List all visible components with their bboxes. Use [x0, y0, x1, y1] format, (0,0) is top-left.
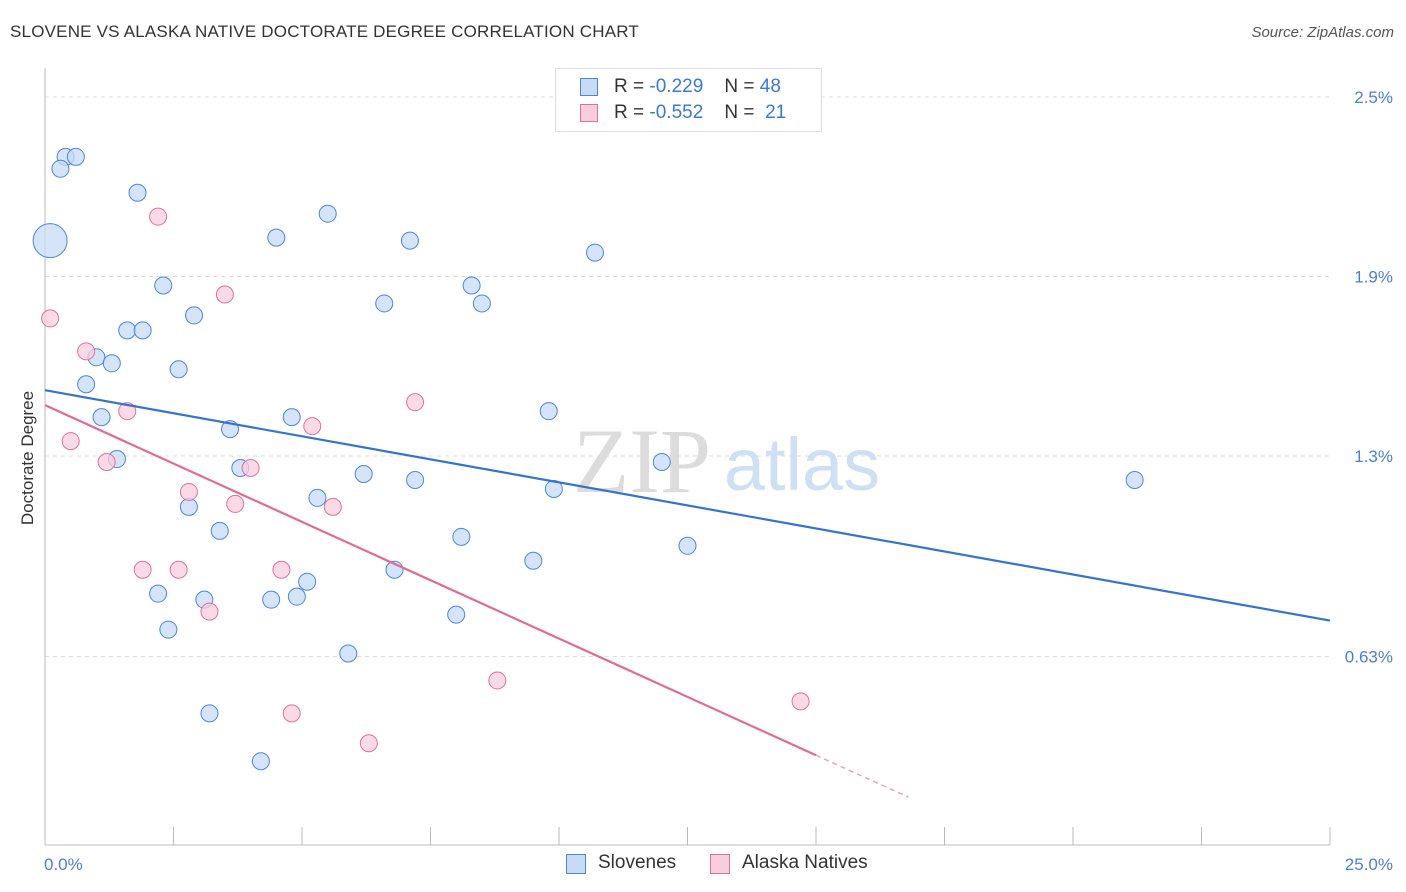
slovenes-point — [77, 375, 96, 394]
legend-r-value: -0.229 — [649, 76, 704, 97]
alaska-natives-point — [215, 285, 234, 304]
slovenes-point — [406, 470, 425, 489]
alaska-natives-trend-extension — [815, 754, 909, 798]
legend-n-value: 48 — [759, 76, 781, 97]
alaska-natives-point — [133, 560, 152, 579]
slovenes-point — [262, 590, 281, 609]
alaska-natives-point — [149, 207, 168, 226]
chart-title: SLOVENE VS ALASKA NATIVE DOCTORATE DEGRE… — [10, 22, 639, 41]
slovenes-point — [524, 551, 543, 570]
y-tick-label: 2.5% — [1354, 88, 1393, 107]
slovenes-point — [1125, 470, 1144, 489]
watermark-atlas: atlas — [724, 423, 880, 506]
slovenes-point — [678, 536, 697, 555]
slovenes-point — [282, 408, 301, 427]
alaska-natives-points — [41, 207, 810, 753]
alaska-natives-point — [200, 602, 219, 621]
legend-n-value: 21 — [765, 102, 787, 123]
alaska-natives-point — [61, 432, 80, 451]
slovenes-point — [318, 204, 337, 223]
slovenes-point — [210, 521, 229, 540]
slovenes-point — [51, 159, 70, 178]
slovenes-point — [298, 572, 317, 591]
y-tick-label: 1.3% — [1354, 447, 1393, 466]
slovenes-point — [462, 276, 481, 295]
legend-swatch-blue — [580, 78, 598, 96]
alaska-natives-point — [282, 704, 301, 723]
alaska-natives-point — [118, 402, 137, 421]
slovenes-point — [118, 321, 137, 340]
y-axis-label: Doctorate Degree — [18, 391, 37, 525]
slovenes-point — [128, 183, 147, 202]
slovenes-point — [339, 644, 358, 663]
slovenes-point — [585, 243, 604, 262]
slovenes-point — [472, 294, 491, 313]
slovenes-point — [102, 354, 121, 373]
slovenes-trend-line — [44, 389, 1331, 622]
slovenes-point — [251, 752, 270, 771]
alaska-natives-point — [179, 482, 198, 501]
alaska-natives-trend-line — [44, 404, 817, 757]
slovenes-point — [287, 587, 306, 606]
alaska-natives-point — [488, 671, 507, 690]
trend-lines — [44, 389, 1331, 798]
slovenes-point — [447, 605, 466, 624]
slovenes-point — [452, 527, 471, 546]
alaska-natives-point — [226, 494, 245, 513]
alaska-natives-point — [77, 342, 96, 361]
slovenes-point — [539, 402, 558, 421]
legend-n-label: N = — [724, 102, 755, 123]
slovenes-point — [133, 321, 152, 340]
legend-r-value: -0.552 — [649, 102, 704, 123]
slovenes-point — [179, 497, 198, 516]
slovenes-point — [354, 464, 373, 483]
x-tick-label: 0.0% — [44, 855, 83, 874]
bottom-legend-swatch-blue — [566, 854, 586, 874]
alaska-natives-point — [169, 560, 188, 579]
bottom-legend-label: Alaska Natives — [742, 852, 868, 873]
alaska-natives-point — [791, 692, 810, 711]
slovenes-point — [32, 223, 68, 259]
alaska-natives-point — [359, 734, 378, 753]
slovenes-point — [169, 360, 188, 379]
slovenes-point — [185, 306, 204, 325]
slovenes-point — [154, 276, 173, 295]
slovenes-point — [308, 488, 327, 507]
x-tick-label: 25.0% — [1345, 855, 1393, 874]
slovenes-point — [92, 408, 111, 427]
legend-box: R = -0.229 N = 48 R = -0.552 N = 21 — [555, 68, 822, 132]
slovenes-point — [652, 453, 671, 472]
alaska-natives-point — [323, 497, 342, 516]
alaska-natives-point — [303, 417, 322, 436]
grid-lines — [45, 96, 1330, 658]
y-tick-label: 1.9% — [1354, 268, 1393, 287]
legend-r-label: R = — [614, 76, 645, 97]
bottom-legend-label: Slovenes — [598, 852, 677, 873]
tick-labels: 0.63% 1.3% 1.9% 2.5% 0.0% 25.0% — [44, 88, 1393, 874]
legend-n-label: N = — [724, 76, 755, 97]
slovenes-point — [400, 231, 419, 250]
alaska-natives-point — [241, 459, 260, 478]
slovenes-point — [200, 704, 219, 723]
source-label: Source: ZipAtlas.com — [1251, 24, 1394, 41]
axes — [44, 68, 1331, 846]
legend-r-label: R = — [614, 102, 645, 123]
y-tick-label: 0.63% — [1345, 648, 1393, 667]
bottom-legend-swatch-pink — [710, 854, 730, 874]
legend-swatch-pink — [580, 104, 598, 122]
slovenes-point — [149, 584, 168, 603]
alaska-natives-point — [41, 309, 60, 328]
alaska-natives-point — [406, 393, 425, 412]
watermark: ZIP atlas — [573, 410, 880, 512]
alaska-natives-point — [272, 560, 291, 579]
slovenes-point — [66, 147, 85, 166]
slovenes-point — [375, 294, 394, 313]
alaska-natives-point — [97, 453, 116, 472]
watermark-zip: ZIP — [573, 410, 711, 512]
slovenes-point — [159, 620, 178, 639]
slovenes-point — [267, 228, 286, 247]
